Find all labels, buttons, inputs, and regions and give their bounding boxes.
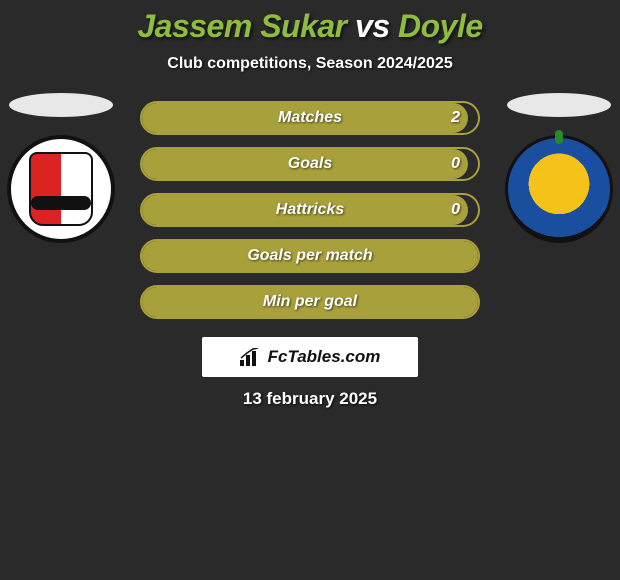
stat-label: Hattricks xyxy=(276,201,344,219)
stat-label: Min per goal xyxy=(263,293,357,311)
stat-row: Goals 0 xyxy=(140,147,480,181)
stat-value: 0 xyxy=(451,155,460,173)
stat-row: Hattricks 0 xyxy=(140,193,480,227)
subtitle: Club competitions, Season 2024/2025 xyxy=(0,55,620,73)
stat-label: Goals per match xyxy=(247,247,372,265)
left-club-crest xyxy=(7,135,115,243)
stat-label: Matches xyxy=(278,109,342,127)
stats-list: Matches 2 Goals 0 Hattricks 0 Goals per match M… xyxy=(140,101,480,319)
player2-name: Doyle xyxy=(398,8,483,44)
right-oval xyxy=(507,93,611,117)
date-label: 13 february 2025 xyxy=(0,389,620,409)
right-player-column xyxy=(504,93,614,243)
shield-icon xyxy=(29,152,93,226)
stat-row: Matches 2 xyxy=(140,101,480,135)
right-club-crest xyxy=(505,135,613,243)
comparison-panel: Matches 2 Goals 0 Hattricks 0 Goals per match M… xyxy=(0,101,620,319)
bars-icon xyxy=(240,348,262,366)
stat-label: Goals xyxy=(288,155,332,173)
stat-value: 2 xyxy=(451,109,460,127)
vs-text: vs xyxy=(355,8,390,44)
brand-text: FcTables.com xyxy=(268,347,381,367)
left-oval xyxy=(9,93,113,117)
brand-badge: FcTables.com xyxy=(202,337,418,377)
stat-row: Min per goal xyxy=(140,285,480,319)
stat-row: Goals per match xyxy=(140,239,480,273)
player1-name: Jassem Sukar xyxy=(137,8,346,44)
stat-value: 0 xyxy=(451,201,460,219)
left-player-column xyxy=(6,93,116,243)
page-title: Jassem Sukar vs Doyle xyxy=(0,8,620,45)
